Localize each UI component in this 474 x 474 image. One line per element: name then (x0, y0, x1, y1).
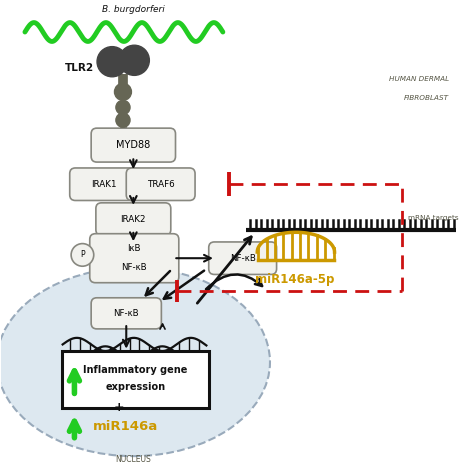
Text: miR146a-5p: miR146a-5p (255, 273, 334, 286)
Text: Inflammatory gene: Inflammatory gene (83, 365, 188, 375)
FancyBboxPatch shape (91, 128, 175, 162)
FancyBboxPatch shape (70, 168, 138, 201)
Text: P: P (80, 250, 85, 259)
Circle shape (115, 83, 131, 100)
FancyBboxPatch shape (90, 234, 179, 283)
FancyBboxPatch shape (96, 203, 171, 236)
Circle shape (116, 113, 130, 127)
Text: IRAK2: IRAK2 (120, 215, 146, 224)
Circle shape (71, 244, 94, 266)
Circle shape (116, 100, 130, 115)
Text: MYD88: MYD88 (116, 140, 150, 150)
Text: miR146a: miR146a (93, 420, 158, 433)
FancyBboxPatch shape (209, 242, 277, 274)
Text: mRNA targets: mRNA targets (408, 215, 458, 220)
Text: TLR2: TLR2 (65, 64, 94, 73)
Text: HUMAN DERMAL: HUMAN DERMAL (389, 76, 449, 82)
Ellipse shape (0, 268, 270, 456)
FancyBboxPatch shape (126, 168, 195, 201)
Text: FIBROBLAST: FIBROBLAST (404, 95, 449, 101)
Text: TRAF6: TRAF6 (147, 180, 174, 189)
Text: NUCLEUS: NUCLEUS (116, 455, 151, 464)
Text: NF-κB: NF-κB (230, 254, 255, 263)
Text: IκB: IκB (128, 244, 141, 253)
FancyBboxPatch shape (62, 351, 209, 408)
Circle shape (119, 45, 149, 75)
Text: NF-κB: NF-κB (121, 263, 147, 272)
Text: B. burgdorferi: B. burgdorferi (102, 5, 164, 14)
Circle shape (97, 46, 127, 77)
Text: +: + (114, 401, 125, 414)
Text: expression: expression (106, 382, 166, 392)
FancyBboxPatch shape (91, 298, 161, 329)
Text: NF-κB: NF-κB (113, 309, 139, 318)
Text: IRAK1: IRAK1 (91, 180, 117, 189)
